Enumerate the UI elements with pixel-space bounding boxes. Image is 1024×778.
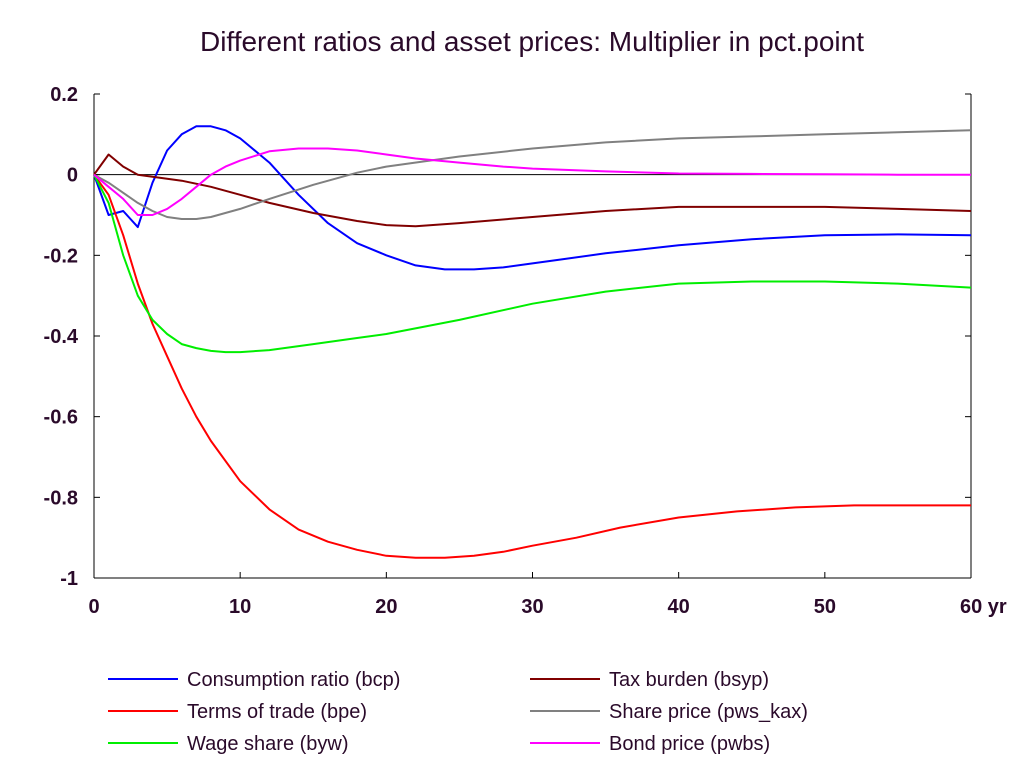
series-line-4 xyxy=(93,153,972,228)
legend-label: Consumption ratio (bcp) xyxy=(187,669,400,691)
legend-label: Terms of trade (bpe) xyxy=(187,701,367,723)
chart-title: Different ratios and asset prices: Multi… xyxy=(200,26,864,57)
x-tick-label: 30 xyxy=(521,596,543,618)
series-lines xyxy=(93,125,972,559)
x-tick-label: 40 xyxy=(668,596,690,618)
legend-item: Wage share (byw) xyxy=(108,733,349,755)
y-tick-label: 0.2 xyxy=(50,84,78,106)
y-tick-label: -0.4 xyxy=(44,326,79,348)
y-tick-label: -1 xyxy=(60,568,78,590)
x-tick-label: 10 xyxy=(229,596,251,618)
y-tick-label: 0 xyxy=(67,165,78,187)
legend-label: Bond price (pwbs) xyxy=(609,733,770,755)
legend: Consumption ratio (bcp) Terms of trade (b… xyxy=(108,669,808,755)
legend-label: Share price (pws_kax) xyxy=(609,701,808,723)
series-line-3 xyxy=(93,174,972,354)
legend-item: Tax burden (bsyp) xyxy=(530,669,769,691)
series-line-2 xyxy=(93,174,971,559)
x-tick-label: 20 xyxy=(375,596,397,618)
series-line-6 xyxy=(93,147,971,216)
y-tick-label: -0.2 xyxy=(44,245,78,267)
legend-item: Consumption ratio (bcp) xyxy=(108,669,400,691)
legend-item: Terms of trade (bpe) xyxy=(108,701,367,723)
axes: 0.2 0 -0.2 -0.4 -0.6 -0.8 -1 0 10 20 30 40 50 60 yr xyxy=(44,84,1007,618)
series-line-5 xyxy=(93,129,972,220)
x-tick-label: 60 yr xyxy=(960,596,1007,618)
legend-label: Wage share (byw) xyxy=(187,733,349,755)
legend-item: Share price (pws_kax) xyxy=(530,701,808,723)
x-tick-label: 50 xyxy=(814,596,836,618)
legend-label: Tax burden (bsyp) xyxy=(609,669,769,691)
x-tick-label: 0 xyxy=(88,596,99,618)
series-line-1 xyxy=(93,125,972,271)
y-tick-label: -0.6 xyxy=(44,407,78,429)
y-tick-label: -0.8 xyxy=(44,487,78,509)
legend-item: Bond price (pwbs) xyxy=(530,733,770,755)
